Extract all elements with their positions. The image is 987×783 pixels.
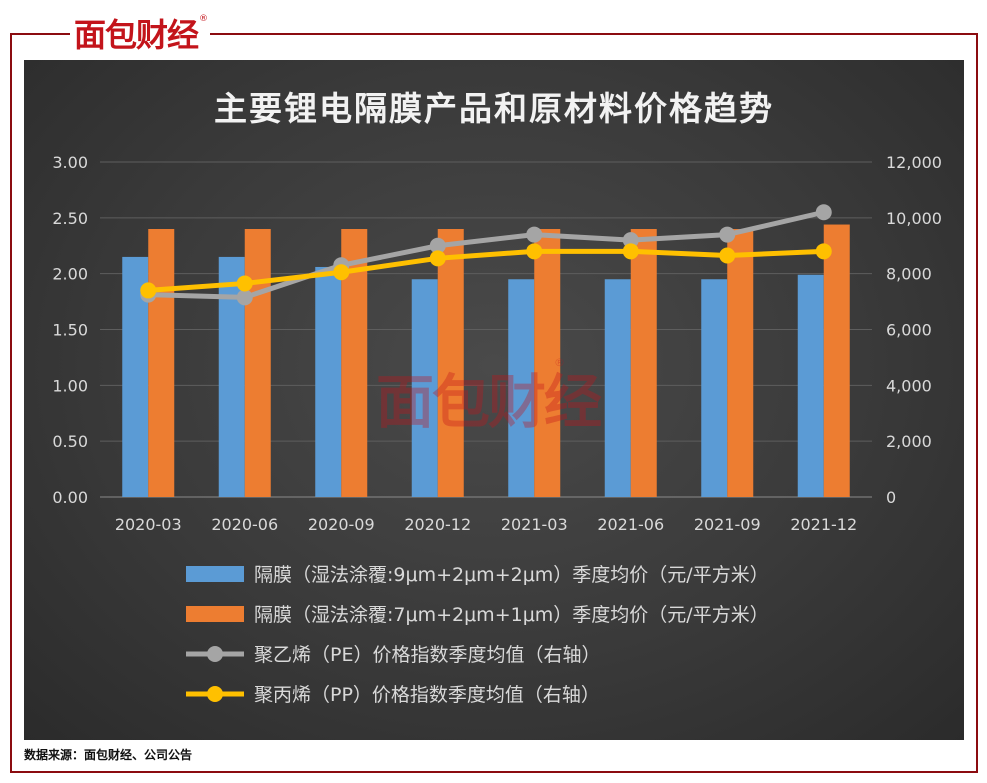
legend-label: 聚乙烯（PE）价格指数季度均值（右轴） — [254, 644, 600, 666]
legend-label: 隔膜（湿法涂覆:7μm+2μm+1μm）季度均价（元/平方米） — [254, 604, 769, 626]
legend-marker — [207, 686, 223, 702]
bar-series-0 — [122, 256, 824, 497]
y-left-tick-label: 1.50 — [52, 321, 88, 340]
legend-swatch — [186, 606, 244, 622]
point — [429, 237, 446, 254]
bar — [148, 229, 175, 497]
bar — [508, 279, 535, 497]
point — [140, 282, 157, 299]
y-left-tick-label: 2.00 — [52, 265, 88, 284]
registered-mark: ® — [199, 14, 208, 24]
x-tick-label: 2020-09 — [308, 515, 375, 534]
y-left-tick-label: 3.00 — [52, 153, 88, 172]
bar — [534, 229, 561, 497]
watermark: 面包财经 ® — [376, 356, 604, 436]
bar — [411, 279, 438, 497]
y-left-tick-label: 0.50 — [52, 432, 88, 451]
bar — [315, 266, 342, 497]
brand-logo-text: 面包财经 — [74, 16, 199, 54]
x-tick-label: 2021-12 — [790, 515, 857, 534]
x-tick-label: 2021-06 — [597, 515, 664, 534]
bar — [244, 229, 271, 497]
point — [236, 289, 253, 306]
point — [622, 243, 639, 260]
bar — [727, 229, 754, 497]
source-note: 数据来源：面包财经、公司公告 — [24, 748, 193, 762]
y-left-tick-label: 2.50 — [52, 209, 88, 228]
frame-left — [10, 33, 12, 772]
x-tick-label: 2021-09 — [694, 515, 761, 534]
x-tick-label: 2020-12 — [404, 515, 471, 534]
chart-title: 主要锂电隔膜产品和原材料价格趋势 — [214, 89, 774, 128]
bar — [604, 279, 631, 497]
gridlines — [100, 161, 872, 498]
bar — [823, 224, 850, 498]
point — [526, 243, 543, 260]
x-tick-label: 2021-03 — [501, 515, 568, 534]
y-right-tick-label: 10,000 — [886, 209, 942, 228]
bar — [797, 274, 824, 497]
bar-series-1 — [148, 224, 850, 498]
point — [815, 204, 832, 221]
series-line — [145, 248, 827, 293]
frame-right — [976, 33, 978, 772]
point — [526, 226, 543, 243]
point — [236, 275, 253, 292]
point — [622, 232, 639, 249]
x-tick-label: 2020-03 — [115, 515, 182, 534]
y-right-tick-label: 2,000 — [886, 432, 932, 451]
watermark-registered: ® — [554, 356, 565, 369]
point — [815, 243, 832, 260]
point — [719, 226, 736, 243]
legend-item: 隔膜（湿法涂覆:7μm+2μm+1μm）季度均价（元/平方米） — [186, 604, 769, 626]
y-right-tick-label: 6,000 — [886, 321, 932, 340]
legend-marker — [207, 646, 223, 662]
brand-logo: 面包财经 ® — [74, 14, 208, 54]
x-tick-label: 2020-06 — [211, 515, 278, 534]
legend-item: 聚乙烯（PE）价格指数季度均值（右轴） — [186, 644, 600, 666]
y-right-tick-label: 0 — [886, 488, 896, 507]
bar — [630, 229, 657, 497]
point — [333, 264, 350, 281]
y-right-tick-label: 8,000 — [886, 265, 932, 284]
legend-label: 隔膜（湿法涂覆:9μm+2μm+2μm）季度均价（元/平方米） — [254, 564, 769, 586]
legend-swatch — [186, 566, 244, 582]
point — [429, 250, 446, 267]
legend-item: 隔膜（湿法涂覆:9μm+2μm+2μm）季度均价（元/平方米） — [186, 564, 769, 586]
watermark-text: 面包财经 — [376, 368, 602, 436]
y-left-tick-label: 1.00 — [52, 376, 88, 395]
chart-area: 主要锂电隔膜产品和原材料价格趋势 面包财经 ® 0.00 0.50 1.00 1.50… — [24, 60, 964, 740]
legend-label: 聚丙烯（PP）价格指数季度均值（右轴） — [254, 684, 600, 706]
legend-item: 聚丙烯（PP）价格指数季度均值（右轴） — [186, 684, 600, 706]
line-series-1 — [140, 243, 832, 299]
chart-svg: 面包财经 ® 0.00 0.50 1.00 1.50 2.00 2.50 3.00 0 2,00… — [52, 153, 942, 706]
y-right-tick-label: 12,000 — [886, 153, 942, 172]
point — [719, 247, 736, 264]
y-right-tick-label: 4,000 — [886, 376, 932, 395]
bar — [437, 229, 464, 497]
frame-top-right — [210, 33, 978, 35]
series-line — [145, 209, 827, 300]
frame-bottom — [10, 771, 978, 773]
frame-top-left — [10, 33, 70, 35]
bar — [701, 279, 728, 497]
y-left-tick-label: 0.00 — [52, 488, 88, 507]
